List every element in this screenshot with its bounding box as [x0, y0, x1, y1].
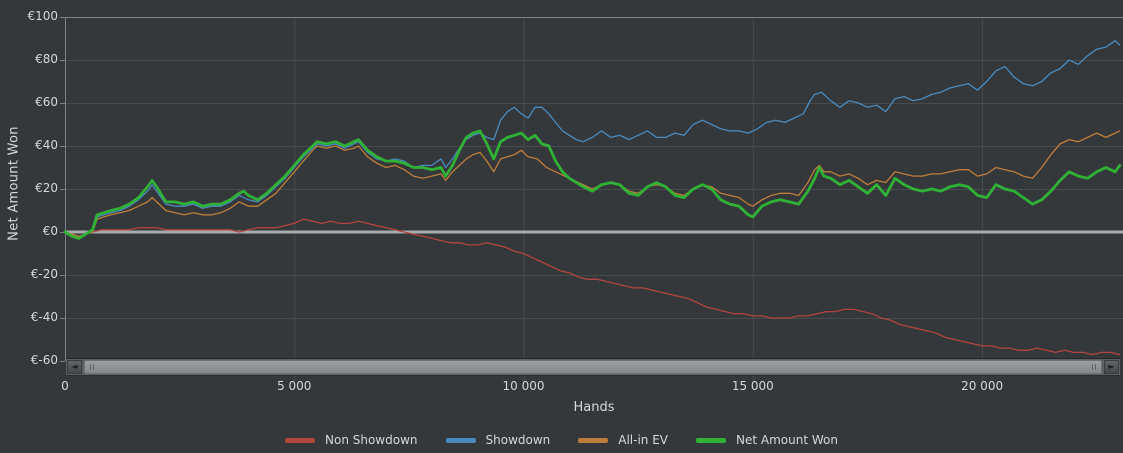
y-tick-label: €-20: [30, 267, 58, 281]
legend-label-all-in-ev: All-in EV: [618, 433, 669, 447]
scrollbar-grip-left-icon[interactable]: [88, 364, 96, 370]
y-tick-label: €60: [35, 95, 58, 109]
legend-swatch-all-in-ev: [578, 437, 609, 443]
x-axis-title: Hands: [573, 400, 615, 415]
legend-label-net-amount-won: Net Amount Won: [736, 433, 838, 447]
left-arrow-icon: ◄: [71, 362, 78, 371]
legend-swatch-net-amount-won: [696, 437, 727, 443]
y-tick-label: €100: [27, 9, 58, 23]
x-tick-label: 10 000: [502, 379, 545, 393]
scrollbar-right-arrow-button[interactable]: ►: [1104, 360, 1119, 374]
legend-label-non-showdown: Non Showdown: [325, 433, 418, 447]
legend-swatch-non-showdown: [285, 437, 315, 443]
series-line-net-amount-won: [63, 129, 1122, 240]
legend-item-net-amount-won[interactable]: Net Amount Won: [696, 433, 838, 447]
legend-item-non-showdown[interactable]: Non Showdown: [285, 433, 418, 447]
y-tick-label: €0: [42, 224, 58, 238]
x-tick-label: 20 000: [961, 379, 1004, 393]
legend-item-all-in-ev[interactable]: All-in EV: [578, 433, 668, 447]
horizontal-scrollbar[interactable]: ◄ ►: [66, 358, 1120, 376]
scrollbar-grip-right-icon[interactable]: [1090, 364, 1098, 370]
chart-legend: Non Showdown Showdown All-in EV Net Amou…: [0, 433, 1123, 447]
x-tick-label: 5 000: [277, 379, 312, 393]
x-tick-label: 0: [61, 379, 69, 393]
y-tick-label: €40: [35, 138, 58, 152]
x-tick-label: 15 000: [731, 379, 774, 393]
scrollbar-thumb[interactable]: [84, 360, 1102, 374]
y-tick-label: €-40: [30, 310, 58, 324]
series-line-non-showdown: [64, 218, 1121, 356]
y-tick-label: €-60: [30, 353, 58, 367]
legend-item-showdown[interactable]: Showdown: [445, 433, 551, 447]
legend-swatch-showdown: [445, 437, 476, 443]
y-tick-label: €80: [35, 52, 58, 66]
series-line-showdown: [64, 40, 1121, 240]
legend-label-showdown: Showdown: [485, 433, 551, 447]
scrollbar-left-arrow-button[interactable]: ◄: [67, 360, 82, 374]
y-tick-label: €20: [35, 181, 58, 195]
right-arrow-icon: ►: [1108, 362, 1115, 371]
